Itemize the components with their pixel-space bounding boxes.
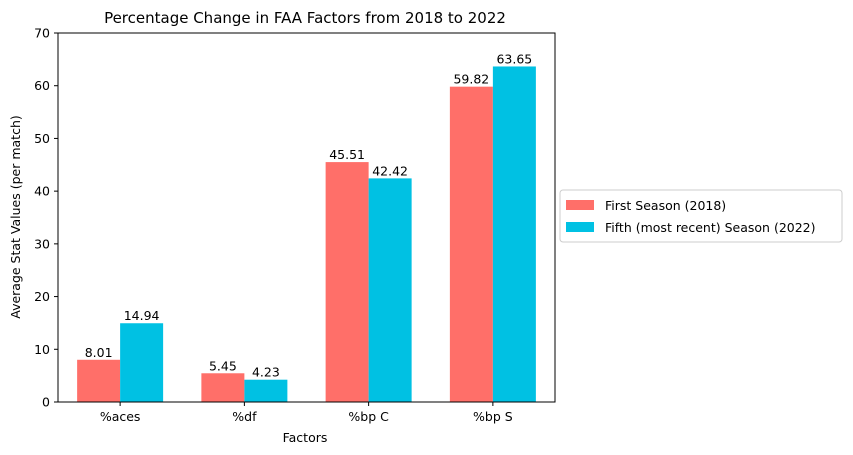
value-label: 63.65 <box>496 51 532 66</box>
x-tick-label: %aces <box>100 409 141 424</box>
legend-label-1: First Season (2018) <box>605 198 726 213</box>
bar-series1-1 <box>201 373 245 402</box>
y-tick-label: 20 <box>34 289 50 304</box>
bar-series1-0 <box>77 359 121 402</box>
y-axis: 0 10 20 30 40 50 60 70 <box>34 26 58 410</box>
value-labels-layer: 8.01 5.45 45.51 59.82 14.94 4.23 42.42 63.65 <box>85 51 533 379</box>
bar-series2-0 <box>120 323 164 402</box>
legend: First Season (2018) Fifth (most recent) S… <box>559 189 843 243</box>
chart-title: Percentage Change in FAA Factors from 20… <box>104 9 506 27</box>
value-label: 8.01 <box>85 345 113 360</box>
legend-label-2: Fifth (most recent) Season (2022) <box>605 220 816 235</box>
y-tick-label: 10 <box>34 342 50 357</box>
x-tick-label: %bp S <box>473 409 513 424</box>
x-axis: %aces %df %bp C %bp S <box>100 402 513 424</box>
value-label: 59.82 <box>453 72 489 87</box>
bar-series2-1 <box>244 379 288 402</box>
bars-layer <box>77 66 536 402</box>
x-axis-label: Factors <box>283 430 328 445</box>
value-label: 14.94 <box>124 308 160 323</box>
y-axis-label: Average Stat Values (per match) <box>8 115 23 319</box>
y-tick-label: 60 <box>34 78 50 93</box>
bar-series2-3 <box>492 66 536 402</box>
y-tick-label: 30 <box>34 236 50 251</box>
x-tick-label: %bp C <box>348 409 389 424</box>
y-tick-label: 50 <box>34 131 50 146</box>
legend-box <box>559 189 843 243</box>
y-tick-label: 0 <box>42 395 50 410</box>
value-label: 5.45 <box>209 358 237 373</box>
y-tick-label: 40 <box>34 184 50 199</box>
value-label: 42.42 <box>372 163 408 178</box>
bar-series1-2 <box>325 162 369 402</box>
value-label: 45.51 <box>329 147 365 162</box>
legend-swatch-2 <box>566 222 594 232</box>
x-tick-label: %df <box>232 409 257 424</box>
bar-series1-3 <box>449 86 493 402</box>
y-tick-label: 70 <box>34 26 50 41</box>
plot-frame <box>57 32 556 403</box>
legend-swatch-1 <box>566 200 594 210</box>
bar-series2-2 <box>368 178 412 402</box>
value-label: 4.23 <box>252 365 280 380</box>
